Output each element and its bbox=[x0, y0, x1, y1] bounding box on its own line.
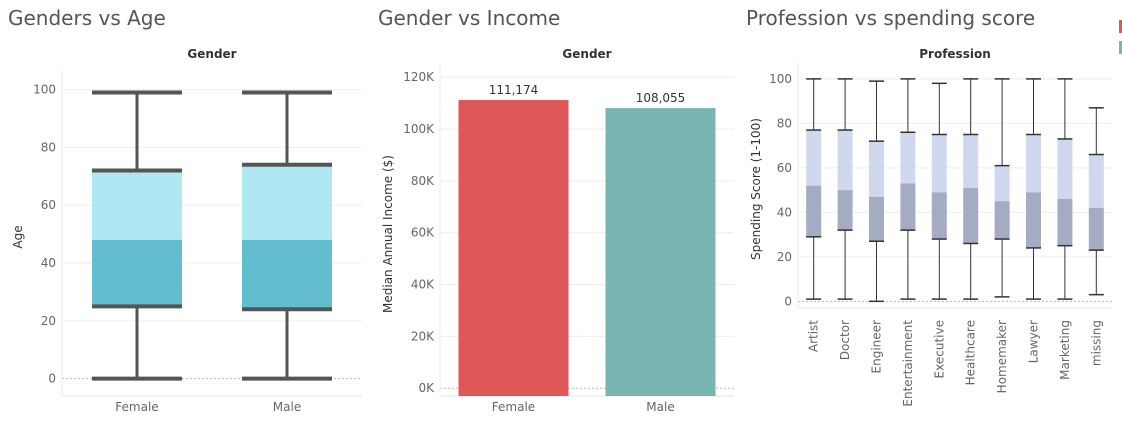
y-tick-label: 80 bbox=[41, 140, 56, 154]
x-tick-label: Lawyer bbox=[1027, 320, 1041, 363]
y-tick-label: 80 bbox=[777, 116, 792, 130]
box-male bbox=[242, 90, 332, 381]
y-tick-label: 20K bbox=[411, 329, 435, 343]
y-axis-label: Median Annual Income ($) bbox=[381, 155, 395, 313]
age-box-chart: Gender 0 20 40 60 80 100 Age Female Male bbox=[11, 47, 362, 414]
y-tick-label: 0 bbox=[784, 294, 792, 308]
x-tick-label: Marketing bbox=[1058, 320, 1072, 380]
y-tick-label: 60K bbox=[411, 226, 435, 240]
legend-marker-female bbox=[1119, 20, 1122, 33]
box-upper-half bbox=[1088, 154, 1104, 208]
box-lower-half bbox=[1088, 207, 1104, 251]
box-lower-half bbox=[837, 190, 853, 231]
box-doctor bbox=[837, 78, 853, 300]
box-lower-half bbox=[963, 187, 979, 244]
box-marketing bbox=[1057, 78, 1073, 300]
y-tick-label: 100 bbox=[769, 72, 792, 86]
box-engineer bbox=[869, 80, 884, 303]
y-tick-label: 60 bbox=[41, 198, 56, 212]
bar-value-label: 111,174 bbox=[489, 83, 539, 97]
chart-title-income: Gender vs Income bbox=[378, 6, 561, 30]
box-lower-half bbox=[931, 192, 947, 240]
x-tick-label: Male bbox=[646, 400, 674, 414]
x-tick-label: Artist bbox=[807, 320, 821, 352]
x-tick-label: Engineer bbox=[870, 320, 884, 374]
x-tick-label: Female bbox=[115, 400, 158, 414]
box-missing bbox=[1088, 107, 1104, 296]
y-tick-label: 60 bbox=[777, 161, 792, 175]
box-upper-half bbox=[994, 165, 1010, 202]
column-header: Profession bbox=[919, 47, 991, 61]
column-header: Gender bbox=[562, 47, 611, 61]
box-lower-half bbox=[869, 196, 884, 242]
y-axis-label: Spending Score (1-100) bbox=[749, 118, 763, 260]
box-artist bbox=[806, 78, 822, 300]
spending-box-chart: Profession 0 20 40 60 80 100 Spending Score (1-… bbox=[749, 47, 1112, 407]
bar-male bbox=[605, 108, 716, 396]
y-tick-label: 20 bbox=[777, 250, 792, 264]
box-upper-half bbox=[1057, 138, 1073, 200]
box-upper-half bbox=[963, 134, 979, 188]
box-upper-half bbox=[806, 130, 822, 186]
income-bar-chart: Gender 0K 20K 40K 60K 80K 100K 120K Median Annua… bbox=[381, 47, 734, 414]
box-lower-half bbox=[1057, 199, 1073, 246]
y-tick-label: 40K bbox=[411, 278, 435, 292]
box-upper-half bbox=[869, 141, 884, 197]
y-tick-label: 120K bbox=[403, 70, 435, 84]
x-tick-label: Female bbox=[492, 400, 535, 414]
chart-title-spending: Profession vs spending score bbox=[746, 6, 1036, 30]
box-upper-half bbox=[1026, 134, 1041, 193]
x-tick-label: Executive bbox=[932, 320, 946, 378]
y-axis-label: Age bbox=[11, 225, 25, 248]
box-lower-half bbox=[92, 239, 182, 307]
bar-value-label: 108,055 bbox=[636, 91, 686, 105]
box-lower-half bbox=[994, 201, 1010, 240]
y-tick-label: 40 bbox=[777, 205, 792, 219]
box-upper-half bbox=[837, 130, 853, 191]
box-lower-half bbox=[806, 185, 822, 237]
box-upper-half bbox=[931, 134, 947, 193]
box-lower-half bbox=[1026, 192, 1041, 248]
x-tick-label: Doctor bbox=[838, 320, 852, 360]
legend-marker-male bbox=[1119, 41, 1122, 54]
chart-title-age: Genders vs Age bbox=[8, 6, 166, 30]
box-upper-half bbox=[92, 170, 182, 240]
box-homemaker bbox=[994, 78, 1010, 298]
y-tick-label: 0 bbox=[48, 372, 56, 386]
x-tick-label: Homemaker bbox=[995, 320, 1009, 393]
box-lower-half bbox=[900, 183, 916, 231]
y-tick-label: 40 bbox=[41, 256, 56, 270]
y-tick-label: 0K bbox=[418, 381, 435, 395]
box-lawyer bbox=[1026, 78, 1041, 300]
box-healthcare bbox=[963, 78, 979, 300]
column-header: Gender bbox=[187, 47, 236, 61]
y-tick-label: 100K bbox=[403, 122, 435, 136]
bar-female bbox=[458, 100, 569, 397]
y-tick-label: 20 bbox=[41, 314, 56, 328]
x-tick-label: Male bbox=[273, 400, 301, 414]
x-tick-label: Entertainment bbox=[901, 320, 915, 407]
box-entertainment bbox=[900, 78, 916, 300]
box-female bbox=[92, 90, 182, 381]
box-executive bbox=[931, 82, 947, 300]
x-tick-label: missing bbox=[1089, 320, 1103, 366]
y-tick-label: 80K bbox=[411, 174, 435, 188]
x-tick-label: Healthcare bbox=[964, 320, 978, 385]
box-upper-half bbox=[242, 164, 332, 240]
box-upper-half bbox=[900, 132, 916, 184]
box-lower-half bbox=[242, 239, 332, 310]
y-tick-label: 100 bbox=[33, 83, 56, 97]
